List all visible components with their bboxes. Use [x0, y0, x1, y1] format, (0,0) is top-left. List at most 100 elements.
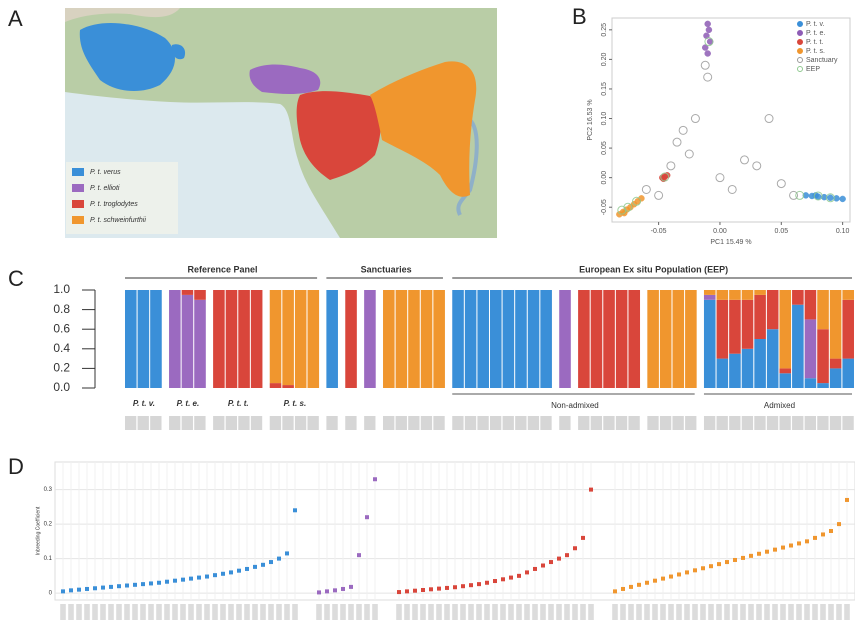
sample-label-strip [559, 416, 570, 430]
admixture-label: Admixed [764, 401, 795, 410]
sample-label-strip [282, 416, 293, 430]
bar-segment [308, 290, 320, 388]
bar-segment [182, 295, 194, 388]
point [653, 579, 657, 583]
bar-segment [817, 290, 829, 329]
point [245, 567, 249, 571]
bar-segment [779, 368, 791, 373]
legend-marker [798, 40, 803, 45]
point [796, 191, 804, 199]
subgroup-label: P. t. e. [177, 399, 200, 408]
y-tick-label: 0.10 [601, 112, 608, 126]
sample-label-strip [436, 604, 442, 620]
sample-label-strip [578, 416, 589, 430]
bar-segment [477, 290, 489, 388]
sample-label-strip [828, 604, 834, 620]
bar-segment [578, 290, 590, 388]
bar-segment [628, 290, 640, 388]
sample-label-strip [444, 604, 450, 620]
point [685, 570, 689, 574]
point [589, 488, 593, 492]
sample-label-strip [68, 604, 74, 620]
bar-segment [792, 290, 804, 305]
sample-label-strip [156, 604, 162, 620]
point [181, 578, 185, 582]
bar-segment [383, 290, 395, 388]
sample-label-strip [572, 604, 578, 620]
point [845, 498, 849, 502]
sample-label-strip [503, 416, 514, 430]
point [285, 551, 289, 555]
sample-label-strip [84, 604, 90, 620]
point [573, 546, 577, 550]
y-tick-label: 0.6 [53, 321, 70, 335]
bar-segment [213, 290, 225, 388]
sample-label-strip [408, 416, 419, 430]
bar-segment [704, 300, 716, 388]
x-tick-label: -0.05 [651, 228, 667, 235]
sample-label-strip [748, 604, 754, 620]
sample-label-strip [172, 604, 178, 620]
sample-label-strip [138, 416, 149, 430]
point [93, 586, 97, 590]
point [189, 577, 193, 581]
sample-label-strip [244, 604, 250, 620]
bar-segment [805, 290, 817, 319]
point [557, 557, 561, 561]
y-axis-label: PC2 16.53 % [587, 99, 594, 140]
sample-label-strip [564, 604, 570, 620]
sample-label-strip [236, 604, 242, 620]
bar-segment [490, 290, 502, 388]
point [821, 532, 825, 536]
bar-segment [194, 300, 206, 388]
sample-label-strip [194, 416, 205, 430]
bar-segment [842, 300, 854, 359]
sample-label-strip [396, 604, 402, 620]
y-tick-label: 0.4 [53, 341, 70, 355]
point [829, 529, 833, 533]
point [453, 585, 457, 589]
point [205, 575, 209, 579]
bar-segment [647, 290, 659, 388]
bar-segment [754, 290, 766, 295]
sample-label-strip [620, 604, 626, 620]
point [621, 587, 625, 591]
sample-label-strip [508, 604, 514, 620]
legend-label: P. t. schweinfurthii [90, 217, 146, 224]
legend-marker [798, 67, 803, 72]
bar-segment [603, 290, 615, 388]
sample-label-strip [660, 604, 666, 620]
sample-label-strip [284, 604, 290, 620]
sample-label-strip [772, 604, 778, 620]
bar-segment [754, 339, 766, 388]
sample-label-strip [204, 604, 210, 620]
point [661, 577, 665, 581]
bar-segment [754, 295, 766, 339]
point [493, 579, 497, 583]
sample-label-strip [396, 416, 407, 430]
sample-label-strip [452, 416, 463, 430]
bar-segment [660, 290, 672, 388]
sample-label-strip [364, 416, 375, 430]
bar-segment [421, 290, 433, 388]
point [229, 570, 233, 574]
legend-swatch [72, 168, 84, 176]
bar-segment [717, 300, 729, 359]
bar-segment [767, 329, 779, 388]
sample-label-strip [60, 604, 66, 620]
point [293, 508, 297, 512]
y-tick-label: 0.2 [44, 522, 53, 528]
bar-segment [729, 300, 741, 354]
point [701, 61, 709, 69]
point [517, 574, 521, 578]
y-tick-label: 0.15 [601, 82, 608, 96]
sample-label-strip [433, 416, 444, 430]
sample-label-strip [628, 416, 639, 430]
sample-label-strip [428, 604, 434, 620]
y-tick-label: -0.05 [601, 199, 608, 215]
point [757, 552, 761, 556]
point [325, 589, 329, 593]
sample-label-strip [345, 416, 356, 430]
point [789, 543, 793, 547]
point [317, 590, 321, 594]
